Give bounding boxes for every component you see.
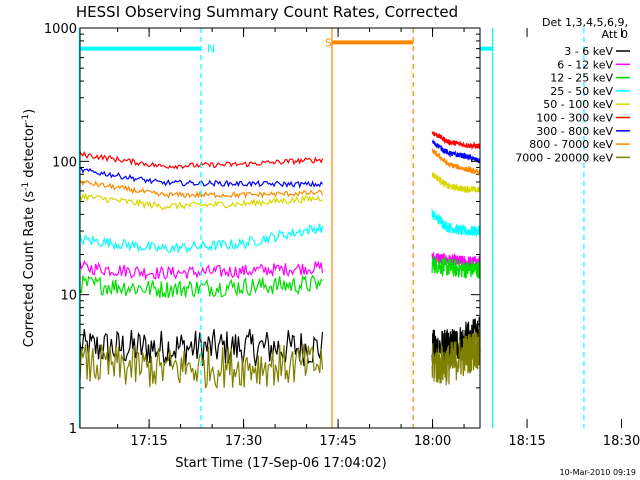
chart-title: HESSI Observing Summary Count Rates, Cor… — [76, 3, 458, 21]
series-line — [431, 172, 481, 194]
legend-label: 300 - 800 keV — [536, 125, 613, 138]
x-tick-label: 18:15 — [508, 434, 545, 449]
x-tick-label: 18:00 — [414, 434, 451, 449]
series-line — [431, 326, 481, 386]
legend-label: 6 - 12 keV — [557, 58, 613, 71]
legend-label: 12 - 25 keV — [550, 72, 613, 85]
x-tick-label: 17:15 — [130, 434, 167, 449]
legend-label: 100 - 300 keV — [536, 112, 613, 125]
interval-label: S — [325, 36, 332, 49]
y-tick-label: 1000 — [44, 22, 77, 37]
x-tick-label: 17:45 — [319, 434, 356, 449]
y-tick-label: 1 — [69, 422, 77, 437]
x-tick-label: 17:30 — [225, 434, 262, 449]
legend-label: 7000 - 20000 keV — [515, 151, 613, 164]
legend-label: 3 - 6 keV — [564, 45, 613, 58]
x-tick-label: 18:30 — [603, 434, 640, 449]
plot-frame — [79, 27, 481, 429]
series-line — [431, 209, 481, 238]
y-tick-label: 100 — [52, 155, 77, 170]
series-line — [79, 180, 324, 199]
series-line — [79, 150, 324, 170]
series-line — [431, 316, 481, 366]
interval-label: N — [207, 43, 215, 56]
x-axis-label: Start Time (17-Sep-06 17:04:02) — [175, 456, 386, 471]
legend-header-1: Det 1,3,4,5,6,9, — [542, 16, 628, 29]
series-line — [431, 131, 481, 151]
series-line — [431, 256, 481, 279]
y-axis-label: Corrected Count Rate (s-1 detector-1) — [21, 109, 37, 347]
series-line — [79, 192, 323, 211]
plot-area: N S 1 10 100 1000 17:15 17:30 17:45 18:00 18:15 18:… — [44, 22, 640, 449]
series-line — [431, 148, 481, 176]
series-line — [431, 138, 481, 164]
date-stamp: 10-Mar-2010 09:19 — [560, 468, 637, 477]
series-line — [79, 274, 323, 299]
legend-label: 50 - 100 keV — [543, 98, 613, 111]
y-tick-label: 10 — [60, 289, 77, 304]
legend-label: 25 - 50 keV — [550, 85, 613, 98]
legend-label: 800 - 7000 keV — [529, 138, 613, 151]
legend-header-2: Att 0 — [602, 28, 628, 41]
